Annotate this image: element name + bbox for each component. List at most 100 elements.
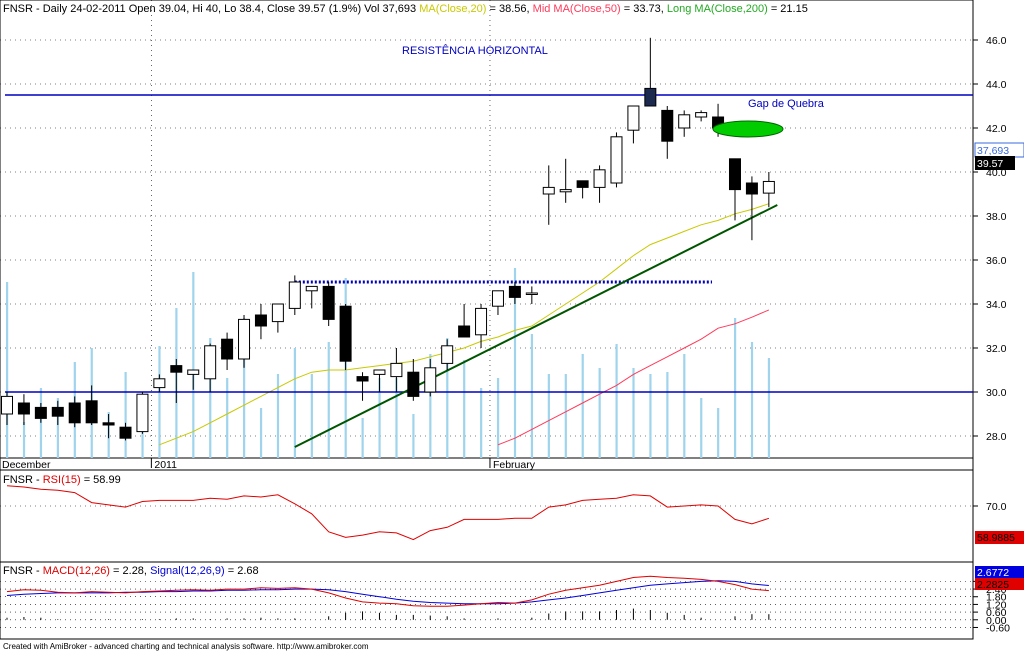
volume-bar — [226, 378, 229, 458]
volume-bar — [429, 354, 432, 458]
volume-bar — [632, 368, 635, 458]
volume-bar — [496, 378, 500, 458]
candle-body — [136, 393, 149, 433]
rsi-line — [6, 485, 770, 541]
svg-text:39.57: 39.57 — [977, 158, 1003, 170]
volume-bar — [243, 318, 246, 458]
svg-text:58.9885: 58.9885 — [977, 532, 1015, 544]
candle-body — [68, 402, 81, 424]
svg-text:37,693: 37,693 — [977, 145, 1009, 157]
candle-body — [34, 406, 47, 419]
candle-body — [644, 87, 657, 107]
price-tick-label: 38.0 — [986, 211, 1007, 223]
candle-body — [441, 345, 454, 364]
candle-body — [17, 402, 30, 415]
candle-body — [373, 369, 386, 375]
rsi-header: FNSR - RSI(15) = 58.99 — [3, 474, 121, 486]
volume-bar — [767, 358, 771, 458]
price-tick-label: 28.0 — [986, 431, 1007, 443]
candle-body — [695, 112, 708, 118]
volume-bar — [598, 368, 601, 458]
volume-bar — [513, 268, 517, 458]
candle-body — [559, 189, 572, 193]
candle-body — [85, 400, 98, 424]
price-tick-label: 32.0 — [986, 343, 1007, 355]
price-tick-label: 36.0 — [986, 255, 1007, 267]
candle-body — [238, 318, 251, 360]
volume-bar — [293, 348, 297, 458]
signal-value-box: 2.6772 — [975, 566, 1024, 579]
candle-body — [339, 305, 352, 362]
trend-line — [294, 204, 778, 448]
volume-bar — [683, 354, 686, 458]
volume-bar — [463, 360, 466, 458]
y-axis-labels: 46.044.042.040.038.036.034.032.030.028.0 — [973, 35, 1007, 443]
price-tick-label: 42.0 — [986, 123, 1007, 135]
candle-body — [627, 105, 640, 131]
volume-bar — [276, 374, 280, 458]
footer-credit: Created with AmiBroker - advanced charti… — [3, 642, 369, 651]
macd-series: 3.002.401.801.200.600.00-0.60 — [0, 575, 1010, 634]
candle-body — [576, 180, 589, 188]
ma20-line — [159, 203, 770, 446]
volume-bar — [564, 374, 567, 458]
macd-header: FNSR - MACD(12,26) = 2.28, Signal(12,26,… — [3, 565, 259, 577]
price-tick-label: 30.0 — [986, 387, 1007, 399]
candle-body — [204, 345, 217, 380]
candle-body — [542, 186, 555, 195]
macd-tick-label: 0.00 — [986, 615, 1007, 627]
candle-body — [187, 369, 200, 375]
volume-bar — [733, 318, 737, 458]
candle-body — [356, 376, 369, 382]
macd-line — [6, 575, 769, 607]
volume-bar — [615, 344, 618, 458]
candle-body — [1, 395, 13, 415]
volume-bar — [56, 398, 59, 458]
candle-body — [51, 406, 64, 417]
ma50-line — [497, 309, 770, 446]
candle-body — [762, 180, 775, 194]
candle-body — [610, 136, 623, 184]
volume-bar — [361, 418, 364, 458]
price-tick-label: 34.0 — [986, 299, 1007, 311]
volume-bar — [259, 408, 263, 458]
macd-pane — [0, 561, 974, 640]
candle-body — [119, 426, 132, 439]
candle-body — [525, 292, 538, 295]
macd-tick-label: 0.60 — [986, 607, 1007, 619]
candles — [1, 37, 775, 441]
volume-bar — [192, 272, 195, 458]
rsi-series: 70.0 — [0, 485, 1007, 541]
macd-tick-label: 1.80 — [986, 592, 1007, 604]
macd-value-box: 2.2825 — [975, 578, 1024, 591]
x-axis-labels: December 2011 February — [2, 459, 536, 471]
macd-tick-label: -0.60 — [986, 622, 1010, 634]
volume-bar — [124, 372, 127, 458]
price-tick-label: 44.0 — [986, 79, 1007, 91]
volume-bar — [6, 282, 9, 458]
candle-body — [390, 362, 403, 378]
rsi-tick-label: 70.0 — [986, 501, 1007, 513]
volume-bar — [158, 346, 161, 458]
volume-bar — [412, 414, 415, 458]
candle-body — [170, 365, 183, 373]
volume-bar — [750, 342, 754, 458]
volume-bar — [700, 398, 703, 458]
moving-averages — [159, 203, 770, 446]
candle-body — [407, 371, 420, 397]
volume-bar — [480, 388, 483, 458]
volume-bar — [310, 374, 313, 458]
candle-body — [661, 109, 674, 142]
candle-body — [153, 378, 166, 389]
volume-bar — [530, 334, 534, 458]
volume-bar — [327, 342, 330, 458]
candle-body — [678, 114, 691, 129]
candle-body — [322, 285, 335, 320]
drawn-lines — [5, 94, 973, 448]
candle-body — [424, 367, 437, 393]
volume-bar — [141, 414, 144, 458]
volume-bar — [39, 388, 43, 458]
candle-body — [288, 281, 301, 309]
volume-bar — [666, 372, 669, 458]
